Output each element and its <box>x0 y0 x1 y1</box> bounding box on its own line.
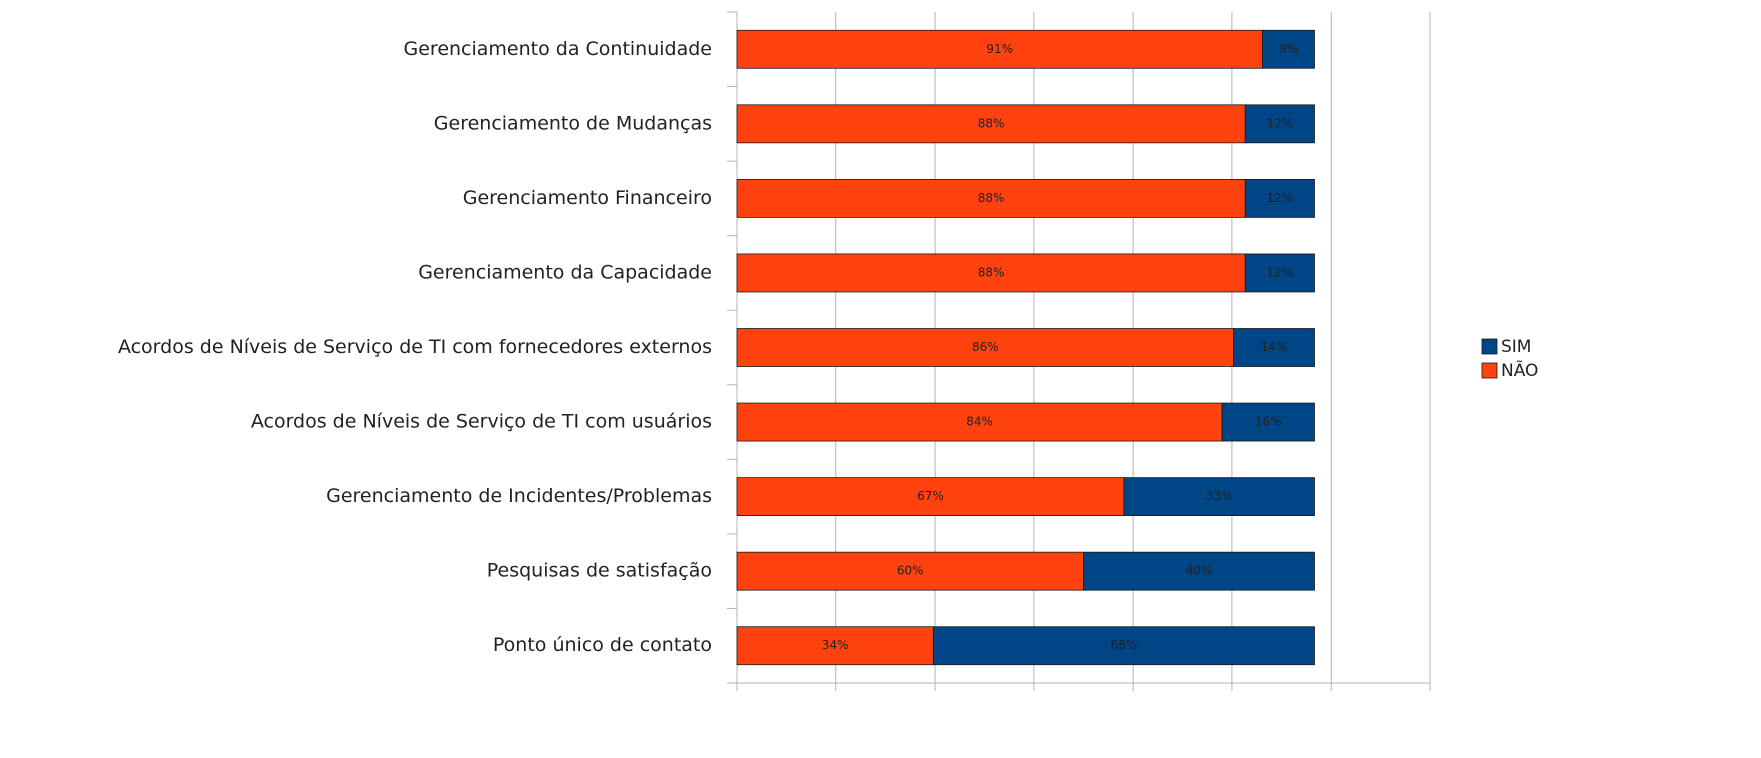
bar-segment <box>736 551 1084 591</box>
y-tick-label: Gerenciamento da Capacidade <box>418 261 712 283</box>
data-label: 34% <box>822 638 849 652</box>
bar-segment <box>1221 402 1315 442</box>
bar-segment <box>1083 551 1315 591</box>
data-label: 67% <box>917 489 944 503</box>
legend-label: SIM <box>1501 337 1531 357</box>
bar-segment <box>736 402 1223 442</box>
y-tick-label: Acordos de Níveis de Serviço de TI com f… <box>118 336 712 358</box>
y-tick-label: Ponto único de contato <box>493 634 712 656</box>
data-label: 33% <box>1206 489 1233 503</box>
bar-segment <box>1123 477 1315 517</box>
data-label: 12% <box>1267 265 1294 279</box>
bar-segment <box>736 477 1125 517</box>
data-label: 88% <box>978 116 1005 130</box>
data-label: 60% <box>897 564 924 578</box>
data-label: 91% <box>986 42 1013 56</box>
bar-segment <box>1244 253 1315 293</box>
y-tick-label: Gerenciamento da Continuidade <box>404 38 712 60</box>
bar-segment <box>736 328 1235 367</box>
y-tick-label: Acordos de Níveis de Serviço de TI com u… <box>251 411 712 433</box>
bar-segment <box>736 626 934 666</box>
bar-segment <box>932 626 1315 666</box>
legend-label: NÃO <box>1501 359 1538 381</box>
data-label: 9% <box>1279 42 1298 56</box>
bar-segment <box>736 104 1246 144</box>
y-tick-label: Pesquisas de satisfação <box>487 560 712 582</box>
data-label: 66% <box>1111 638 1138 652</box>
data-label: 40% <box>1186 564 1213 578</box>
data-label: 86% <box>972 340 999 354</box>
data-label: 88% <box>978 265 1005 279</box>
bar-segment <box>1262 29 1315 69</box>
data-label: 88% <box>978 191 1005 205</box>
data-label: 16% <box>1255 415 1282 429</box>
bar-segment <box>1244 178 1315 218</box>
bar-segment <box>736 178 1246 218</box>
y-tick-label: Gerenciamento de Mudanças <box>434 112 712 134</box>
y-tick-label: Gerenciamento de Incidentes/Problemas <box>326 485 712 507</box>
y-tick-label: Gerenciamento Financeiro <box>463 187 712 209</box>
data-label: 12% <box>1267 191 1294 205</box>
data-label: 84% <box>966 415 993 429</box>
legend-swatch <box>1481 338 1498 355</box>
data-label: 12% <box>1267 116 1294 130</box>
bar-segment <box>1244 104 1315 144</box>
bar-segment <box>1233 328 1315 367</box>
legend-swatch <box>1481 362 1498 379</box>
bar-segment <box>736 29 1263 69</box>
data-label: 14% <box>1261 340 1288 354</box>
